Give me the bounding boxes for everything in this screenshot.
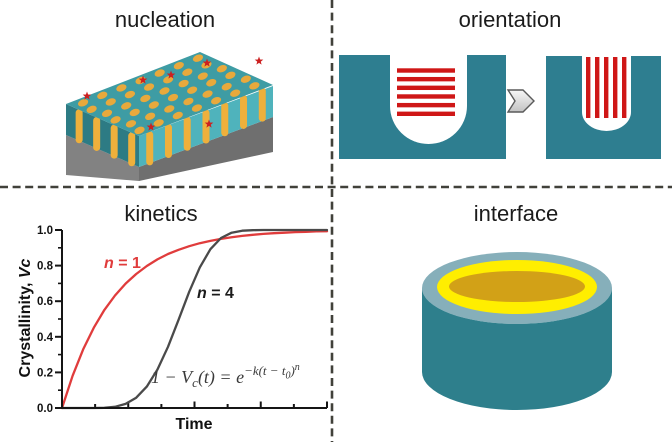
- lamella-bar: [397, 102, 455, 108]
- cylinder-dot: [210, 96, 222, 105]
- orientation-illustration: [339, 55, 661, 159]
- y-tick-label: 1.0: [37, 225, 53, 237]
- curve-label-n4: n = 4: [197, 285, 234, 302]
- panel-title-nucleation: nucleation: [115, 7, 215, 32]
- kinetics-chart: 0.0 0.2 0.4 0.6 0.8 1.0 n = 1 n = 4 1 − Vc(t)…: [17, 225, 329, 433]
- lamella-bar: [613, 57, 618, 118]
- cylinder-dot: [164, 105, 175, 113]
- film-left-face: [66, 104, 139, 167]
- nucleation-illustration: [66, 52, 273, 181]
- y-tick-label: 0.4: [37, 332, 54, 344]
- star-icon: [204, 119, 214, 128]
- y-axis-label: Crystallinity, Vc: [17, 258, 34, 377]
- cylinder-dot: [182, 68, 193, 76]
- film-top-face: [66, 52, 273, 136]
- cylinder-dot: [153, 119, 164, 127]
- cylinder-dot: [159, 87, 170, 95]
- curve-n1: [60, 230, 329, 410]
- cylinder-dot: [192, 54, 204, 62]
- cylinder-dot: [143, 83, 155, 91]
- lamella-bar: [604, 57, 609, 118]
- lamellae-horizontal: [397, 68, 455, 116]
- substrate-left-face: [66, 135, 139, 181]
- cylinder-dot: [140, 94, 151, 103]
- cylinder-dot: [121, 102, 132, 110]
- y-tick-label: 0.2: [37, 367, 53, 379]
- cylinder-dot: [129, 108, 140, 117]
- lamella-bar: [397, 76, 455, 82]
- cylinder-dot: [173, 61, 184, 70]
- avrami-equation: 1 − Vc(t) = e−k(t − t0)n: [151, 362, 300, 390]
- cylinder-dot: [101, 109, 113, 117]
- cylinder-dot: [145, 112, 156, 121]
- cylinder-body: [422, 288, 612, 410]
- cylinder-dot: [187, 86, 198, 94]
- axes: [61, 230, 327, 409]
- lamella-bar: [397, 68, 455, 73]
- cylinder-dot: [249, 82, 260, 90]
- cylinder-dot: [110, 116, 121, 124]
- lamella-bar: [397, 111, 455, 116]
- star-icon: [166, 70, 176, 79]
- cylinder-dot: [134, 126, 145, 135]
- cylinder-dot: [216, 65, 227, 73]
- lamella-bar: [595, 57, 600, 118]
- panel-title-orientation: orientation: [459, 7, 562, 32]
- lamella-bar: [586, 57, 591, 118]
- lamella-bar: [397, 94, 455, 99]
- panel-title-kinetics: kinetics: [124, 201, 197, 226]
- cylinder-dot: [206, 79, 217, 87]
- cylinder-dot: [97, 91, 108, 100]
- cylinder-dot: [197, 72, 208, 80]
- lamella-bar: [622, 57, 627, 118]
- cylinder-dot: [183, 97, 194, 106]
- star-icon: [138, 75, 148, 84]
- chevron-right-icon: [506, 89, 535, 113]
- y-tick-label: 0.6: [37, 296, 53, 308]
- star-icon: [202, 58, 212, 67]
- cylinder-dot: [178, 79, 189, 88]
- cylinder-dot: [225, 71, 236, 80]
- curve-label-n1: n = 1: [104, 255, 141, 272]
- cylinder-dot: [167, 93, 179, 102]
- star-icon: [146, 122, 156, 131]
- star-icon: [254, 56, 264, 65]
- cylinder-dot: [172, 111, 183, 120]
- panel-title-interface: interface: [474, 201, 558, 226]
- cylinder-dot: [163, 75, 174, 84]
- cylinder-dot: [240, 75, 251, 83]
- cylinder-dot: [78, 99, 89, 107]
- pillar-stripes: [75, 87, 266, 167]
- cylinder-dot: [124, 90, 136, 99]
- interface-illustration: [422, 252, 612, 410]
- cylinder-dot: [154, 69, 165, 77]
- cylinder-dot: [148, 101, 159, 109]
- x-axis-label: Time: [175, 416, 212, 433]
- cylinder-dot: [116, 84, 127, 92]
- cylinder-dot: [221, 82, 232, 91]
- y-tick-label: 0.0: [37, 403, 53, 415]
- cylinder-dot: [105, 98, 116, 106]
- nucleation-stars: [82, 56, 264, 131]
- y-tick-label: 0.8: [37, 261, 54, 273]
- lamella-bar: [397, 85, 455, 91]
- star-icon: [82, 91, 92, 100]
- cylinder-dot: [86, 105, 97, 114]
- cylinder-dot: [202, 90, 213, 98]
- interface-core-gold: [449, 271, 585, 302]
- cylinder-dots: [78, 54, 260, 135]
- substrate-right-face: [139, 117, 273, 181]
- cylinder-dot: [125, 120, 137, 128]
- cylinder-dot: [191, 104, 203, 112]
- lamellae-vertical: [586, 57, 627, 118]
- cylinder-dot: [230, 89, 241, 97]
